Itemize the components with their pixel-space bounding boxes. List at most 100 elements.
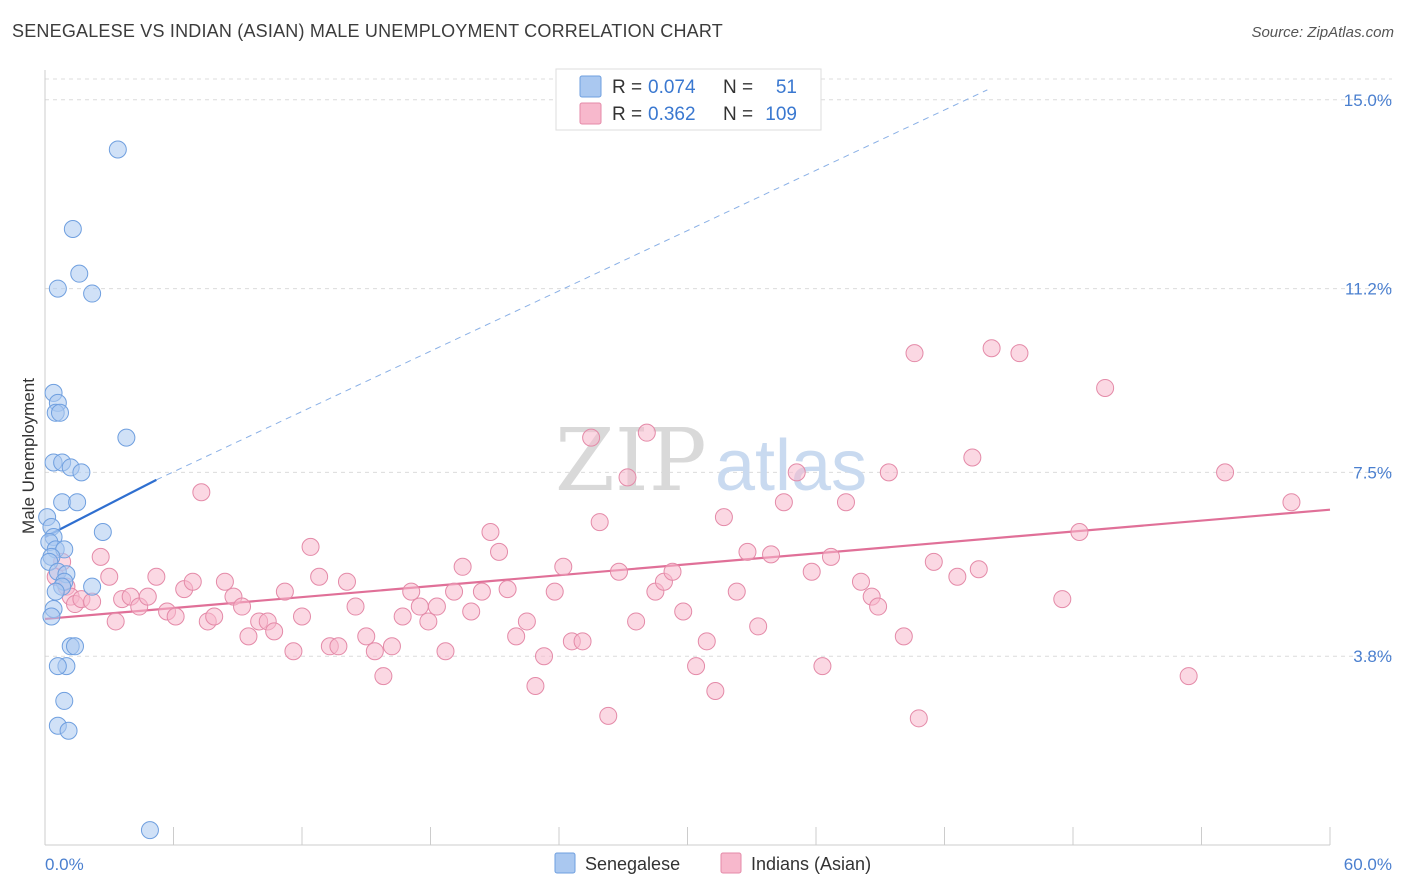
data-point-senegalese bbox=[65, 637, 84, 656]
data-point-indians bbox=[427, 597, 446, 616]
data-point-indians bbox=[517, 612, 536, 631]
legend-swatch-senegalese bbox=[579, 75, 602, 98]
data-point-indians bbox=[1070, 523, 1089, 542]
data-point-indians bbox=[787, 463, 806, 482]
data-point-senegalese bbox=[42, 607, 61, 626]
data-point-senegalese bbox=[50, 403, 69, 422]
legend-r-value-1: 0.074 bbox=[648, 77, 696, 98]
data-point-indians bbox=[982, 339, 1001, 358]
data-point-senegalese bbox=[108, 140, 127, 159]
data-point-indians bbox=[618, 468, 637, 487]
data-point-indians bbox=[627, 612, 646, 631]
data-point-indians bbox=[802, 562, 821, 581]
data-point-indians bbox=[963, 448, 982, 467]
data-point-indians bbox=[727, 582, 746, 601]
data-point-indians bbox=[374, 667, 393, 686]
data-point-indians bbox=[337, 572, 356, 591]
y-tick-label: 3.8% bbox=[1353, 647, 1392, 666]
data-point-indians bbox=[275, 582, 294, 601]
bottom-legend: Senegalese Indians (Asian) bbox=[554, 852, 871, 874]
data-point-senegalese bbox=[72, 463, 91, 482]
y-tick-labels: 3.8% 7.5% 11.2% 15.0% bbox=[1344, 91, 1392, 666]
data-point-indians bbox=[138, 587, 157, 606]
trend-lines bbox=[44, 89, 1331, 621]
legend-box: R = 0.074 N = 51 R = 0.362 N = 109 bbox=[555, 68, 822, 131]
data-point-indians bbox=[599, 706, 618, 725]
data-point-indians bbox=[909, 709, 928, 728]
data-point-indians bbox=[265, 622, 284, 641]
data-point-indians bbox=[490, 542, 509, 561]
data-point-indians bbox=[365, 642, 384, 661]
data-point-senegalese bbox=[83, 577, 102, 596]
data-point-indians bbox=[166, 607, 185, 626]
legend-n-value-1: 51 bbox=[776, 77, 797, 98]
data-point-indians bbox=[948, 567, 967, 586]
bottom-legend-label-senegalese: Senegalese bbox=[585, 854, 680, 874]
chart-title: SENEGALESE VS INDIAN (ASIAN) MALE UNEMPL… bbox=[12, 21, 723, 41]
x-tick-label: 0.0% bbox=[45, 855, 84, 874]
data-point-indians bbox=[762, 545, 781, 564]
legend-n-label-2: N = bbox=[723, 104, 753, 125]
data-points bbox=[38, 140, 1301, 840]
data-point-senegalese bbox=[55, 691, 74, 710]
data-point-senegalese bbox=[68, 493, 87, 512]
data-point-indians bbox=[205, 607, 224, 626]
data-point-senegalese bbox=[53, 493, 72, 512]
data-point-indians bbox=[663, 562, 682, 581]
data-point-indians bbox=[310, 567, 329, 586]
legend-swatch-indians bbox=[579, 102, 602, 125]
data-point-indians bbox=[905, 344, 924, 363]
data-point-indians bbox=[545, 582, 564, 601]
legend-r-label-1: R = bbox=[612, 77, 642, 98]
data-point-indians bbox=[192, 483, 211, 502]
watermark-zip: ZIP bbox=[555, 411, 707, 511]
data-point-indians bbox=[637, 423, 656, 442]
data-point-indians bbox=[706, 681, 725, 700]
data-point-senegalese bbox=[93, 523, 112, 542]
data-point-indians bbox=[147, 567, 166, 586]
data-point-indians bbox=[357, 627, 376, 646]
data-point-senegalese bbox=[140, 821, 159, 840]
trend-line-dashed-senegalese bbox=[156, 89, 988, 481]
data-point-indians bbox=[472, 582, 491, 601]
data-point-indians bbox=[774, 493, 793, 512]
data-point-indians bbox=[1096, 378, 1115, 397]
data-point-indians bbox=[869, 597, 888, 616]
data-point-senegalese bbox=[117, 428, 136, 447]
data-point-indians bbox=[969, 560, 988, 579]
data-point-indians bbox=[687, 657, 706, 676]
data-point-indians bbox=[697, 632, 716, 651]
y-tick-label: 15.0% bbox=[1344, 91, 1392, 110]
data-point-indians bbox=[1179, 667, 1198, 686]
data-point-indians bbox=[346, 597, 365, 616]
y-axis-title: Male Unemployment bbox=[19, 378, 38, 534]
data-point-senegalese bbox=[59, 721, 78, 740]
data-point-indians bbox=[1053, 590, 1072, 609]
data-point-indians bbox=[894, 627, 913, 646]
data-point-indians bbox=[1010, 344, 1029, 363]
data-point-indians bbox=[91, 547, 110, 566]
x-tick-labels: 0.0% 60.0% bbox=[45, 855, 1392, 874]
y-tick-label: 7.5% bbox=[1353, 463, 1392, 482]
legend-n-label-1: N = bbox=[723, 77, 753, 98]
gridlines bbox=[45, 78, 1392, 657]
data-point-indians bbox=[836, 493, 855, 512]
data-point-indians bbox=[100, 567, 119, 586]
data-point-senegalese bbox=[48, 279, 67, 298]
data-point-indians bbox=[393, 607, 412, 626]
data-point-indians bbox=[233, 597, 252, 616]
data-point-indians bbox=[239, 627, 258, 646]
data-point-indians bbox=[714, 508, 733, 527]
data-point-senegalese bbox=[46, 582, 65, 601]
data-point-indians bbox=[738, 542, 757, 561]
bottom-legend-swatch-senegalese bbox=[554, 852, 576, 874]
data-point-indians bbox=[590, 513, 609, 532]
data-point-indians bbox=[284, 642, 303, 661]
data-point-indians bbox=[106, 612, 125, 631]
source-label: Source: ZipAtlas.com bbox=[1251, 24, 1394, 41]
data-point-indians bbox=[851, 572, 870, 591]
data-point-indians bbox=[329, 637, 348, 656]
data-point-indians bbox=[1282, 493, 1301, 512]
data-point-indians bbox=[453, 557, 472, 576]
data-point-senegalese bbox=[48, 657, 67, 676]
